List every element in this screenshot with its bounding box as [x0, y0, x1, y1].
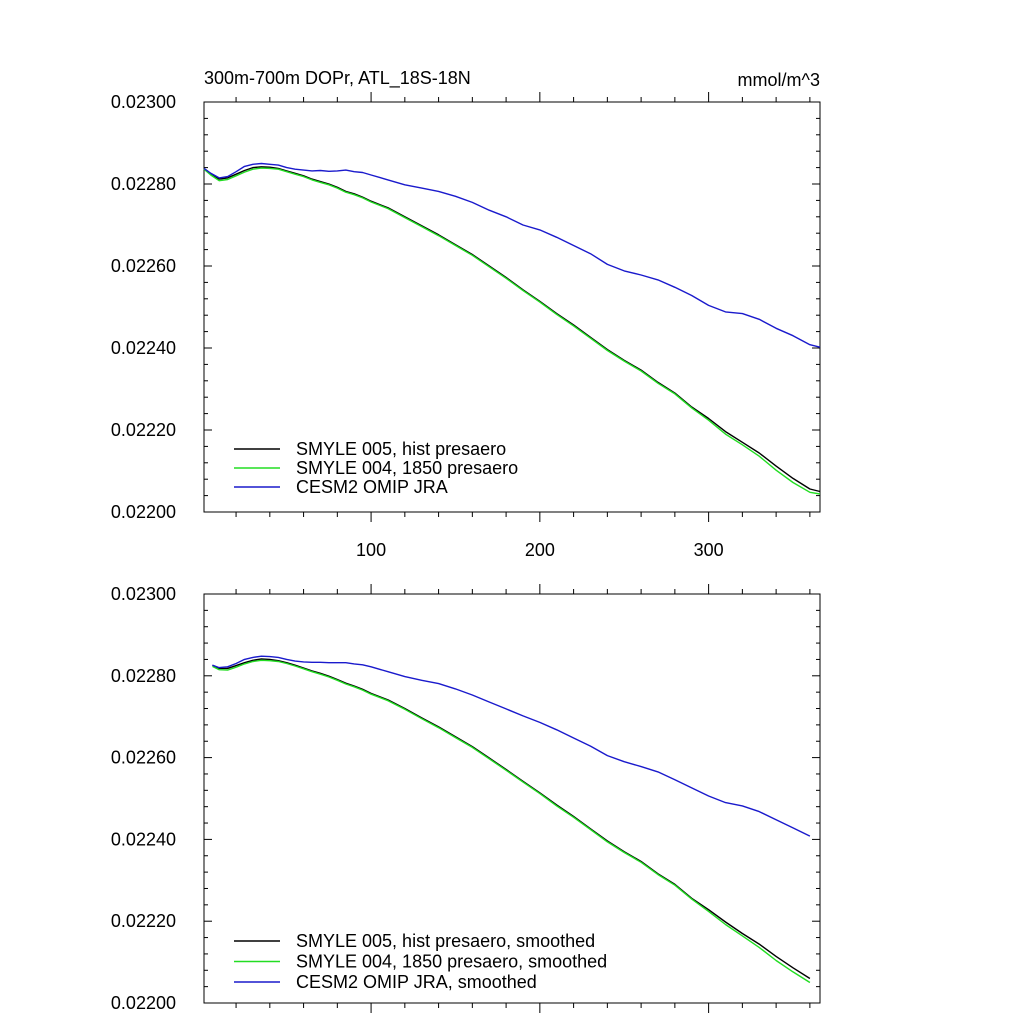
x-tick-label: 200	[525, 540, 555, 560]
y-tick-label: 0.02240	[111, 829, 176, 849]
legend-label: SMYLE 004, 1850 presaero, smoothed	[296, 952, 607, 972]
x-tick-label: 300	[694, 540, 724, 560]
y-tick-label: 0.02220	[111, 420, 176, 440]
plot-frame	[203, 593, 821, 1004]
plot-frame	[203, 101, 821, 513]
series-line-3	[203, 162, 821, 348]
y-tick-label: 0.02260	[111, 256, 176, 276]
y-tick-label: 0.02200	[111, 993, 176, 1013]
series-line-2	[212, 659, 811, 984]
legend-label: CESM2 OMIP JRA, smoothed	[296, 972, 537, 992]
top-panel: 0.02200 0.02220 0.02240 0.02260 0.02280 0.023…	[111, 92, 821, 560]
series-line-1	[203, 166, 821, 493]
chart-title: 300m-700m DOPr, ATL_18S-18N	[204, 68, 471, 89]
y-tick-label: 0.02280	[111, 666, 176, 686]
y-tick-label: 0.02220	[111, 911, 176, 931]
bottom-panel: 0.02200 0.02220 0.02240 0.02260 0.02280 0.023…	[111, 584, 821, 1013]
y-tick-label: 0.02300	[111, 92, 176, 112]
y-tick-label: 0.02260	[111, 748, 176, 768]
legend-label: CESM2 OMIP JRA	[296, 477, 448, 497]
series-line-2	[203, 167, 821, 495]
y-tick-label: 0.02240	[111, 338, 176, 358]
legend-label: SMYLE 004, 1850 presaero	[296, 458, 518, 478]
units-label: mmol/m^3	[738, 70, 820, 90]
legend-label: SMYLE 005, hist presaero	[296, 439, 506, 459]
legend-label: SMYLE 005, hist presaero, smoothed	[296, 931, 595, 951]
y-tick-label: 0.02280	[111, 174, 176, 194]
series-line-3	[212, 655, 811, 837]
x-tick-label: 100	[356, 540, 386, 560]
y-tick-label: 0.02200	[111, 502, 176, 522]
y-tick-label: 0.02300	[111, 584, 176, 604]
